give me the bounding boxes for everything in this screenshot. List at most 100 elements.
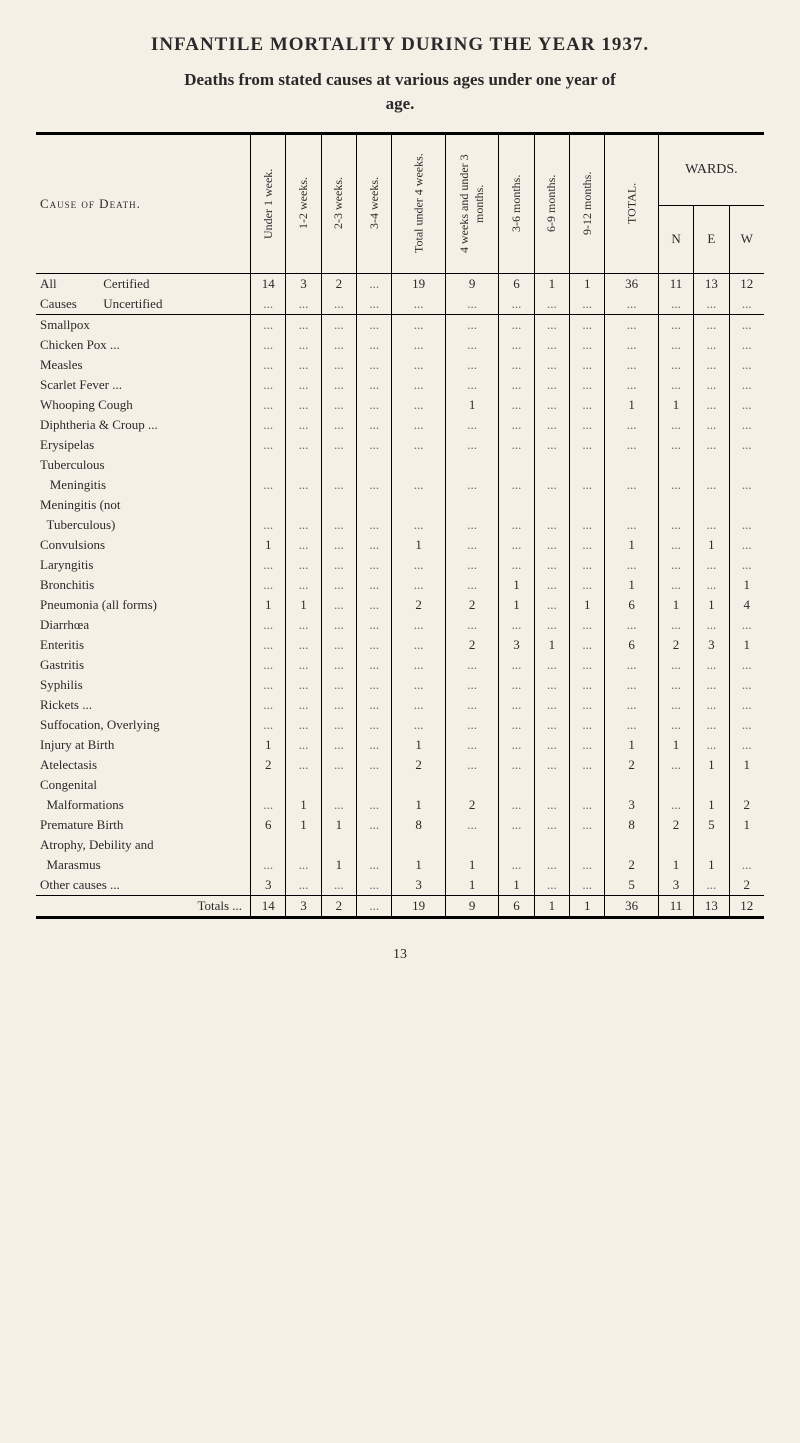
cell: ... xyxy=(445,755,499,775)
cell: 1 xyxy=(286,795,321,815)
cell: ... xyxy=(499,655,534,675)
cause-label: Suffocation, Overlying xyxy=(36,715,251,735)
cell: ... xyxy=(694,375,729,395)
cell xyxy=(392,835,446,855)
cell: ... xyxy=(694,515,729,535)
cause-label: Tuberculous) xyxy=(36,515,251,535)
table-row: Malformations...1......12.........3...12 xyxy=(36,795,764,815)
cell: ... xyxy=(570,675,605,695)
cell: ... xyxy=(534,435,569,455)
table-row: Meningitis..............................… xyxy=(36,475,764,495)
cell: ... xyxy=(321,515,356,535)
col-6-9m: 6-9 months. xyxy=(534,134,569,274)
cell: ... xyxy=(286,375,321,395)
cell xyxy=(251,455,286,475)
cell: ... xyxy=(321,555,356,575)
cell: ... xyxy=(251,355,286,375)
cell: 3 xyxy=(251,875,286,896)
table-row: Tuberculous)............................… xyxy=(36,515,764,535)
cell: ... xyxy=(445,615,499,635)
cell: ... xyxy=(251,795,286,815)
cell: ... xyxy=(534,715,569,735)
cell: 1 xyxy=(534,896,569,918)
cell: ... xyxy=(251,635,286,655)
col-E: E xyxy=(694,205,729,273)
cell: 2 xyxy=(729,795,764,815)
cell: ... xyxy=(499,615,534,635)
cell: ... xyxy=(570,635,605,655)
cell: ... xyxy=(321,435,356,455)
cell: ... xyxy=(357,635,392,655)
cell: ... xyxy=(499,515,534,535)
page-title: INFANTILE MORTALITY DURING THE YEAR 1937… xyxy=(36,34,764,56)
cell: ... xyxy=(570,655,605,675)
cell: ... xyxy=(658,355,693,375)
uncertified-label: Uncertified xyxy=(103,296,162,311)
certified-label: Certified xyxy=(103,276,149,291)
cell: ... xyxy=(357,435,392,455)
cell: ... xyxy=(729,695,764,715)
cell: ... xyxy=(321,875,356,896)
all-label: All xyxy=(40,276,100,292)
cell xyxy=(357,455,392,475)
cell: ... xyxy=(499,855,534,875)
cell: 1 xyxy=(286,815,321,835)
cell: 1 xyxy=(729,755,764,775)
cell: 14 xyxy=(251,896,286,918)
cause-label: Meningitis (not xyxy=(36,495,251,515)
cell: ... xyxy=(658,335,693,355)
cell: ... xyxy=(286,535,321,555)
cell xyxy=(534,455,569,475)
cell: 9 xyxy=(445,274,499,295)
cell: ... xyxy=(570,475,605,495)
cell: ... xyxy=(251,475,286,495)
cell: 1 xyxy=(534,274,569,295)
cell: ... xyxy=(570,335,605,355)
cell: ... xyxy=(729,655,764,675)
cell: ... xyxy=(534,675,569,695)
cell: ... xyxy=(534,535,569,555)
table-row: Injury at Birth1.........1............11… xyxy=(36,735,764,755)
cause-label: Gastritis xyxy=(36,655,251,675)
cause-label: Premature Birth xyxy=(36,815,251,835)
cell xyxy=(445,495,499,515)
cell: 4 xyxy=(729,595,764,615)
cell: ... xyxy=(534,335,569,355)
totals-row: Totals ... 14 3 2 ... 19 9 6 1 1 36 11 1… xyxy=(36,896,764,918)
cell: 5 xyxy=(694,815,729,835)
cell: ... xyxy=(251,515,286,535)
cell: ... xyxy=(321,355,356,375)
cell: ... xyxy=(694,315,729,336)
causes-label: Causes xyxy=(40,296,100,312)
cell: ... xyxy=(499,335,534,355)
cell: ... xyxy=(357,795,392,815)
cell xyxy=(286,775,321,795)
age-word: age. xyxy=(36,94,764,114)
cell: ... xyxy=(534,475,569,495)
cell: 1 xyxy=(392,795,446,815)
cell: 1 xyxy=(694,595,729,615)
cell: ... xyxy=(392,435,446,455)
cell: ... xyxy=(729,535,764,555)
cell: ... xyxy=(357,575,392,595)
cell: 12 xyxy=(729,274,764,295)
cell: ... xyxy=(286,575,321,595)
cell: ... xyxy=(534,415,569,435)
cell xyxy=(570,495,605,515)
cell: ... xyxy=(534,855,569,875)
cell: 1 xyxy=(694,855,729,875)
cell: ... xyxy=(534,755,569,775)
cell xyxy=(357,495,392,515)
cell: ... xyxy=(658,415,693,435)
col-under1: Under 1 week. xyxy=(251,134,286,274)
cell: ... xyxy=(729,315,764,336)
cell: 11 xyxy=(658,896,693,918)
cell: 2 xyxy=(729,875,764,896)
cell xyxy=(499,835,534,855)
cell: ... xyxy=(321,655,356,675)
table-row: Premature Birth611...8............8251 xyxy=(36,815,764,835)
cell: ... xyxy=(321,395,356,415)
cell: 1 xyxy=(445,395,499,415)
cell: ... xyxy=(445,535,499,555)
cell: ... xyxy=(570,415,605,435)
